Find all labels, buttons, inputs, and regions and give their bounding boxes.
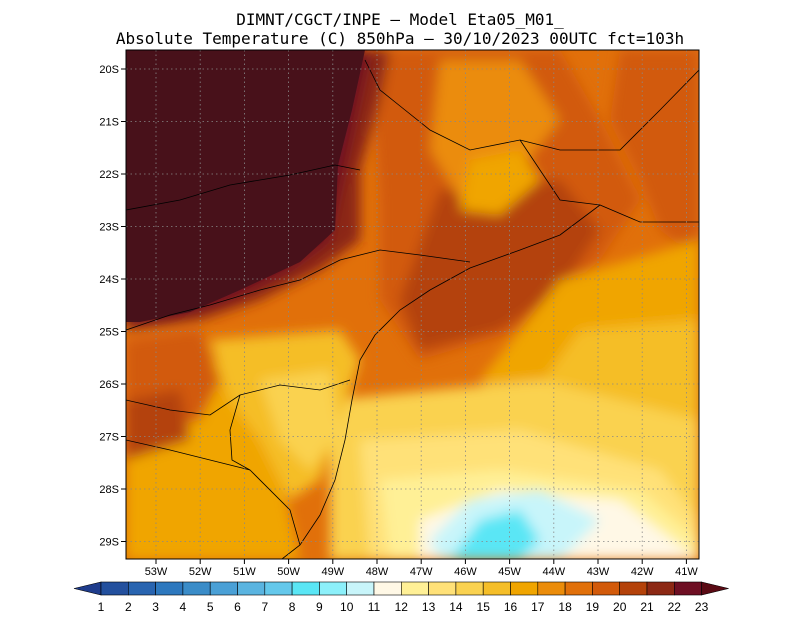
colorbar-label: 8 [289, 600, 296, 614]
colorbar-swatch [646, 581, 675, 596]
colorbar-swatch [100, 581, 129, 596]
colorbar: 1 2 3 4 5 6 7 8 9 10 11 12 13 14 15 16 17 18 19 20 21 22 23 [73, 581, 729, 614]
colorbar-label: 4 [180, 600, 187, 614]
lon-tick-label: 47W [410, 566, 433, 578]
colorbar-swatch [592, 581, 621, 596]
colorbar-label: 23 [695, 600, 709, 614]
colorbar-swatch [455, 581, 484, 596]
colorbar-swatch [346, 581, 375, 596]
lon-tick-label: 51W [233, 566, 256, 578]
colorbar-label: 7 [261, 600, 268, 614]
colorbar-label: 9 [316, 600, 323, 614]
map-borders [126, 59, 699, 559]
lon-tick-label: 49W [321, 566, 344, 578]
title-line-1: DIMNT/CGCT/INPE – Model Eta05_M01_ [236, 10, 564, 29]
lon-tick-label: 48W [366, 566, 389, 578]
colorbar-swatch [291, 581, 320, 596]
lon-axis: 53W 52W 51W 50W 49W 48W 47W 46W 45W 44W 43W 42W 41W [145, 559, 698, 578]
colorbar-swatch [673, 581, 702, 596]
colorbar-swatch [619, 581, 648, 596]
lon-tick-label: 52W [189, 566, 212, 578]
colorbar-label: 15 [477, 600, 491, 614]
colorbar-label: 10 [340, 600, 354, 614]
colorbar-swatch [319, 581, 347, 596]
colorbar-swatch [237, 581, 266, 596]
temperature-field [126, 50, 699, 559]
colorbar-label: 11 [368, 600, 381, 614]
colorbar-label: 2 [125, 600, 132, 614]
lat-axis: 20S 21S 22S 23S 24S 25S 26S 27S 28S 29S [99, 64, 126, 549]
colorbar-label: 21 [640, 600, 654, 614]
map-frame [125, 49, 700, 560]
lon-tick-label: 41W [675, 566, 698, 578]
colorbar-label: 16 [504, 600, 518, 614]
colorbar-swatch [564, 581, 593, 596]
colorbar-arrow-left [73, 581, 102, 596]
colorbar-swatch [400, 581, 429, 596]
lat-tick-label: 20S [99, 64, 119, 76]
colorbar-label: 18 [558, 600, 572, 614]
lat-tick-label: 27S [99, 432, 119, 444]
lat-tick-label: 26S [99, 379, 119, 391]
colorbar-label: 14 [449, 600, 463, 614]
lat-tick-label: 24S [99, 274, 119, 286]
title-line-2: Absolute Temperature (C) 850hPa – 30/10/… [115, 29, 685, 48]
colorbar-label: 3 [152, 600, 159, 614]
lat-tick-label: 22S [99, 169, 119, 181]
lon-tick-label: 44W [542, 566, 565, 578]
lon-tick-label: 45W [498, 566, 521, 578]
colorbar-label: 12 [395, 600, 409, 614]
lon-tick-label: 53W [145, 566, 168, 578]
colorbar-swatch [264, 581, 293, 596]
colorbar-swatch [537, 581, 566, 596]
graticule [126, 50, 699, 559]
colorbar-label: 17 [531, 600, 545, 614]
colorbar-label: 19 [586, 600, 600, 614]
colorbar-swatch [209, 581, 238, 596]
colorbar-label: 22 [668, 600, 682, 614]
lat-tick-label: 28S [99, 484, 119, 496]
colorbar-label: 20 [613, 600, 627, 614]
colorbar-swatch [482, 581, 511, 596]
lon-tick-label: 43W [587, 566, 610, 578]
lat-tick-label: 25S [99, 327, 119, 339]
colorbar-swatch [128, 581, 156, 596]
lon-tick-label: 46W [454, 566, 477, 578]
colorbar-label: 1 [98, 600, 105, 614]
lon-tick-label: 42W [631, 566, 654, 578]
colorbar-label: 6 [234, 600, 241, 614]
lat-tick-label: 21S [99, 117, 119, 129]
colorbar-arrow-right [701, 581, 729, 596]
colorbar-label: 13 [422, 600, 436, 614]
colorbar-label: 5 [207, 600, 214, 614]
lat-tick-label: 29S [99, 537, 119, 549]
colorbar-swatch [428, 581, 457, 596]
lat-tick-label: 23S [99, 222, 119, 234]
colorbar-swatch [155, 581, 184, 596]
colorbar-swatch [510, 581, 539, 596]
lon-tick-label: 50W [277, 566, 300, 578]
colorbar-swatch [182, 581, 211, 596]
colorbar-swatch [373, 581, 402, 596]
